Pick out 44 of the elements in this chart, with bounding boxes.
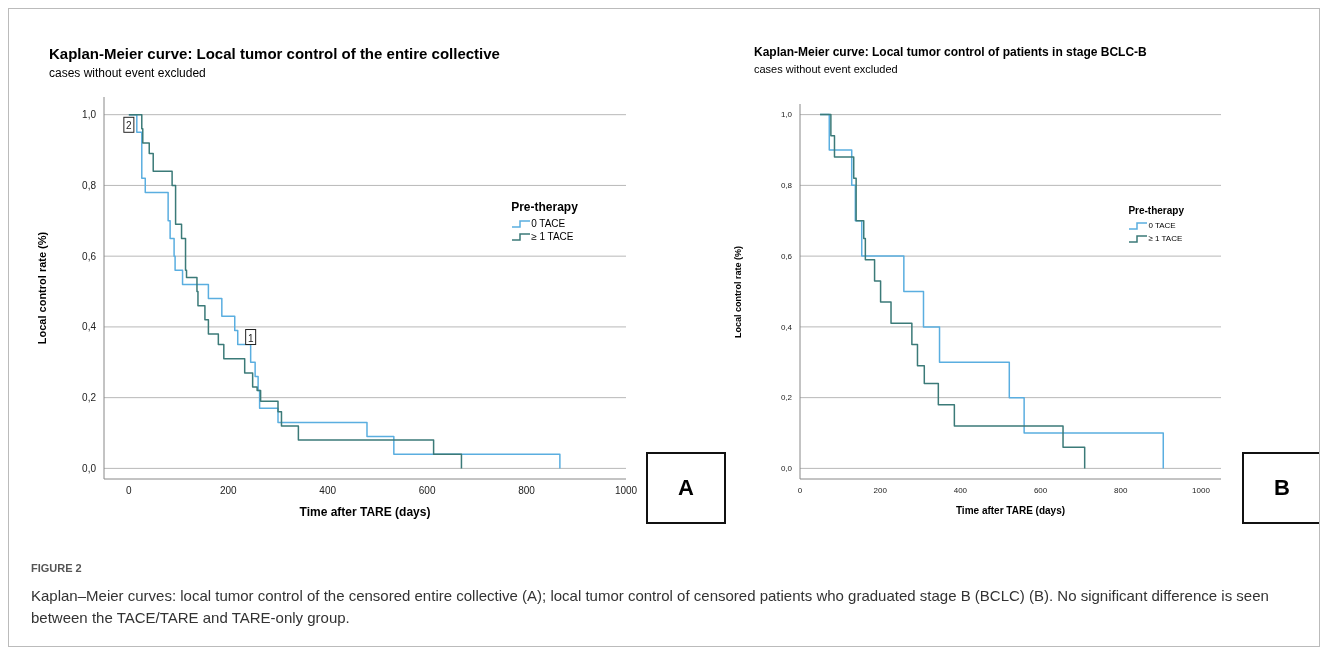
x-axis-title: Time after TARE (days) [299, 505, 431, 519]
y-tick-label: 0,6 [82, 250, 97, 262]
legend-title: Pre-therapy [511, 200, 578, 215]
x-tick-label: 800 [518, 485, 536, 497]
x-tick-label: 1000 [1192, 485, 1211, 495]
legend-label: ≥ 1 TACE [530, 230, 575, 244]
chart-subtitle: cases without event excluded [754, 63, 898, 75]
x-tick-label: 400 [953, 485, 968, 495]
y-tick-label: 0,8 [780, 181, 793, 191]
y-tick-label: 0,2 [780, 393, 793, 403]
x-tick-label: 0 [126, 485, 133, 497]
chart-subtitle: cases without event excluded [49, 66, 206, 80]
x-tick-label: 200 [873, 485, 888, 495]
legend-label: ≥ 1 TACE [1147, 233, 1184, 246]
y-tick-label: 0,4 [780, 322, 793, 332]
y-axis-title: Local control rate (%) [733, 245, 743, 338]
text: Kaplan–Meier curves: local tumor control of the censored entire collective (A); local tumor control of censored patients who graduated stage B (BCLC) (B). No significant difference is seen between the TACE/TARE and TARE-only group. [31, 586, 1270, 628]
text: A [646, 452, 726, 524]
x-axis-title: Time after TARE (days) [955, 505, 1066, 516]
x-tick-label: 800 [1114, 485, 1128, 495]
legend-title: Pre-therapy [1128, 205, 1184, 217]
x-tick-label: 0 [797, 485, 803, 495]
x-tick-label: 1000 [614, 485, 638, 497]
y-tick-label: 0,8 [82, 179, 97, 191]
legend-label: 0 TACE [530, 217, 567, 231]
chart-title: Kaplan-Meier curve: Local tumor control of patients in stage BCLC-B [754, 45, 1147, 59]
caption: FIGURE 2 [31, 561, 83, 576]
y-axis-title: Local control rate (%) [36, 231, 48, 345]
text: B [1242, 452, 1322, 524]
x-tick-label: 200 [219, 485, 238, 497]
legend-label: 0 TACE [1147, 220, 1177, 233]
chart-title: Kaplan-Meier curve: Local tumor control of the entire collective [49, 45, 500, 62]
x-tick-label: 600 [418, 485, 436, 497]
y-tick-label: 0,2 [82, 392, 97, 404]
x-tick-label: 400 [319, 485, 337, 497]
y-tick-label: 0,6 [780, 251, 793, 261]
y-tick-label: 0,0 [780, 464, 793, 474]
annotation: 1 [247, 332, 254, 344]
x-tick-label: 600 [1033, 485, 1048, 495]
y-tick-label: 1,0 [82, 109, 97, 121]
annotation: 2 [126, 120, 133, 132]
y-tick-label: 1,0 [780, 110, 793, 120]
y-tick-label: 0,4 [82, 321, 97, 333]
y-tick-label: 0,0 [82, 462, 97, 474]
